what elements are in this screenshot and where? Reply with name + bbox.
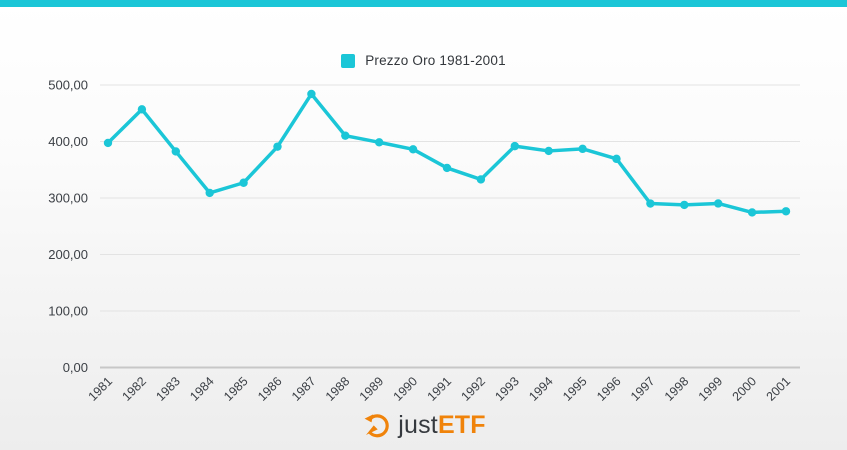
x-tick-label-1998: 1998 xyxy=(662,374,692,404)
x-tick-label-1995: 1995 xyxy=(560,374,590,404)
data-point-1987[interactable] xyxy=(307,89,316,99)
x-tick-label-1986: 1986 xyxy=(255,374,285,404)
x-tick-label-1983: 1983 xyxy=(153,374,183,404)
x-tick-label-1994: 1994 xyxy=(526,374,556,404)
data-point-1997[interactable] xyxy=(646,199,655,208)
data-point-1995[interactable] xyxy=(578,144,587,154)
y-tick-label-400: 400,00 xyxy=(48,134,88,149)
y-tick-label-500: 500,00 xyxy=(48,78,88,93)
x-tick-label-1999: 1999 xyxy=(696,374,726,404)
data-point-1991[interactable] xyxy=(442,163,452,173)
data-point-1985[interactable] xyxy=(239,178,248,187)
data-point-1990[interactable] xyxy=(408,145,418,154)
legend-swatch-icon xyxy=(341,53,356,68)
data-point-1984[interactable] xyxy=(205,188,214,198)
x-tick-label-1984: 1984 xyxy=(187,374,217,404)
data-point-1983[interactable] xyxy=(171,147,180,156)
data-point-2000[interactable] xyxy=(747,208,757,217)
x-tick-label-1996: 1996 xyxy=(594,374,624,404)
y-tick-label-200: 200,00 xyxy=(48,247,88,262)
chart-legend[interactable]: Prezzo Oro 1981-2001 xyxy=(0,53,847,68)
justetf-logo: justETF xyxy=(0,410,847,440)
x-tick-label-1981: 1981 xyxy=(86,374,116,404)
x-tick-label-1985: 1985 xyxy=(221,374,251,404)
logo-wordmark: justETF xyxy=(398,411,486,440)
x-tick-label-1987: 1987 xyxy=(289,374,319,404)
data-point-1988[interactable] xyxy=(341,131,350,140)
y-tick-label-100: 100,00 xyxy=(48,304,88,319)
data-point-1982[interactable] xyxy=(137,105,147,114)
data-point-1996[interactable] xyxy=(612,154,621,164)
data-point-1992[interactable] xyxy=(476,175,486,184)
data-point-1999[interactable] xyxy=(714,199,723,208)
data-point-1993[interactable] xyxy=(510,141,519,151)
data-point-1994[interactable] xyxy=(544,146,553,156)
data-point-1981[interactable] xyxy=(103,138,113,148)
data-point-1989[interactable] xyxy=(375,138,384,147)
logo-text-just: just xyxy=(398,410,438,439)
brand-accent-bar xyxy=(0,0,847,7)
data-point-1998[interactable] xyxy=(680,200,689,210)
x-tick-label-1988: 1988 xyxy=(323,374,353,404)
legend-label: Prezzo Oro 1981-2001 xyxy=(365,53,506,68)
x-tick-label-1993: 1993 xyxy=(492,374,522,404)
x-tick-label-1989: 1989 xyxy=(357,374,387,404)
x-tick-label-2001: 2001 xyxy=(764,374,794,404)
x-tick-label-1997: 1997 xyxy=(628,374,658,404)
y-tick-label-300: 300,00 xyxy=(48,191,88,206)
x-tick-label-1992: 1992 xyxy=(458,374,488,404)
x-tick-label-1982: 1982 xyxy=(119,374,149,404)
data-point-2001[interactable] xyxy=(781,207,791,216)
data-point-1986[interactable] xyxy=(273,142,282,151)
x-tick-label-1991: 1991 xyxy=(425,374,455,404)
y-tick-label-0: 0,00 xyxy=(63,360,88,375)
gauge-arrow-icon xyxy=(364,414,389,438)
x-tick-label-1990: 1990 xyxy=(391,374,421,404)
x-tick-label-2000: 2000 xyxy=(730,374,760,404)
logo-text-etf: ETF xyxy=(437,410,486,439)
